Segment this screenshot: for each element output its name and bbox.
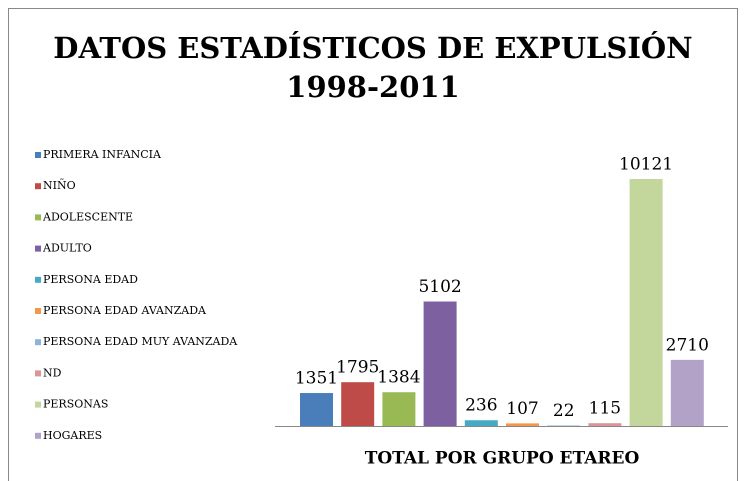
data-label: 236 [465, 396, 497, 416]
legend-swatch [35, 245, 41, 252]
legend-label: ADULTO [42, 242, 92, 255]
bar [506, 423, 539, 426]
bar [670, 359, 704, 426]
legend-label: PERSONA EDAD AVANZADA [43, 304, 207, 317]
bar [629, 179, 663, 426]
legend-label: ADOLESCENTE [42, 210, 133, 223]
chart-title: DATOS ESTADÍSTICOS DE EXPULSIÓN [53, 30, 692, 65]
legend-swatch [35, 152, 41, 158]
data-label: 1795 [336, 358, 379, 378]
data-label: 10121 [619, 155, 673, 175]
data-label: 1384 [377, 368, 420, 388]
legend-swatch [35, 214, 41, 221]
bar [423, 301, 457, 426]
legend-label: PERSONA EDAD MUY AVANZADA [43, 335, 238, 348]
legend-label: HOGARES [43, 429, 102, 442]
bar [547, 425, 581, 426]
legend-label: ND [43, 366, 62, 379]
data-label: 1351 [295, 369, 338, 389]
data-label: 115 [589, 399, 621, 419]
data-label: 22 [553, 401, 575, 421]
legend-label: PERSONAS [43, 398, 108, 411]
data-label: 107 [506, 399, 538, 419]
legend-swatch [35, 308, 41, 314]
bar [464, 420, 498, 426]
legend-label: PRIMERA INFANCIA [43, 148, 162, 161]
legend-swatch [35, 339, 41, 346]
legend-swatch [35, 276, 41, 283]
legend-swatch [35, 370, 41, 377]
x-tick-label: TOTAL POR GRUPO ETAREO [365, 449, 640, 469]
legend-swatch [35, 183, 41, 190]
bar [341, 382, 375, 426]
legend-label: NIÑO [43, 178, 76, 192]
bar [382, 392, 416, 426]
legend-label: PERSONA EDAD [43, 273, 138, 286]
data-label: 5102 [418, 277, 461, 297]
chart-title: 1998-2011 [286, 70, 459, 104]
legend-swatch [35, 432, 41, 439]
data-label: 2710 [666, 335, 709, 355]
bar [300, 393, 333, 426]
legend-swatch [35, 401, 41, 408]
bar [588, 423, 622, 426]
